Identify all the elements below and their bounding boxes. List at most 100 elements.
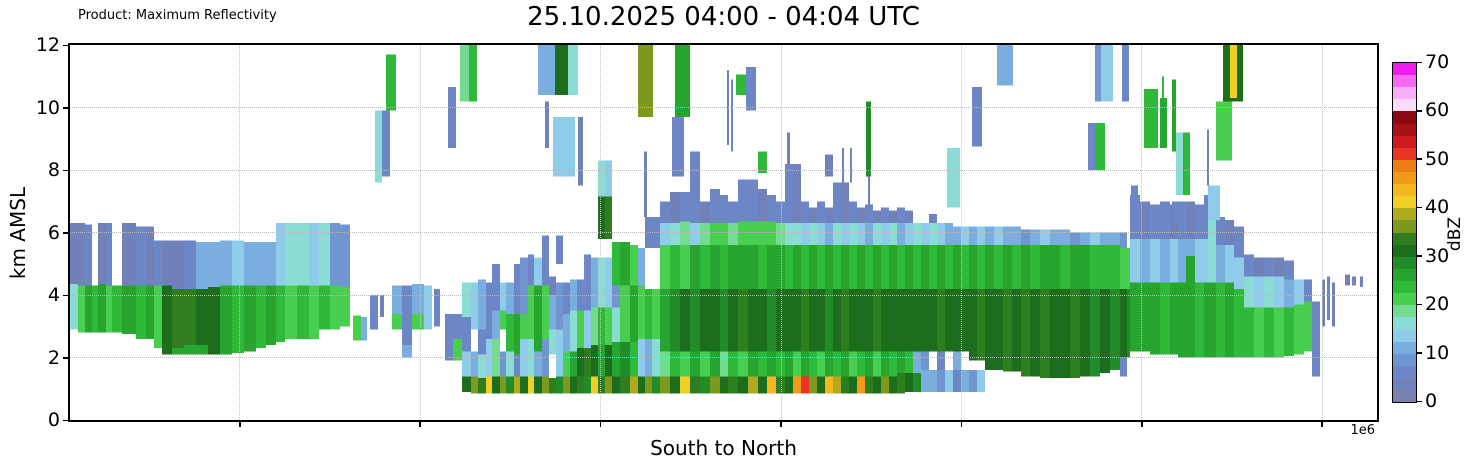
colorbar-tick bbox=[1417, 158, 1422, 160]
reflectivity-column bbox=[1100, 288, 1110, 374]
reflectivity-column bbox=[276, 223, 285, 286]
reflectivity-column bbox=[849, 351, 857, 377]
reflectivity-column bbox=[801, 201, 809, 224]
reflectivity-column bbox=[1186, 255, 1195, 277]
reflectivity-column bbox=[1183, 132, 1190, 195]
reflectivity-column bbox=[196, 345, 208, 355]
reflectivity-column bbox=[612, 285, 620, 308]
reflectivity-column bbox=[1003, 226, 1012, 245]
reflectivity-column bbox=[232, 285, 244, 353]
reflectivity-column bbox=[1070, 232, 1080, 245]
reflectivity-column bbox=[873, 245, 881, 289]
reflectivity-column bbox=[710, 376, 720, 394]
reflectivity-column bbox=[1208, 282, 1216, 358]
reflectivity-column bbox=[1352, 276, 1356, 286]
reflectivity-column bbox=[534, 351, 542, 377]
reflectivity-column bbox=[598, 257, 605, 308]
reflectivity-column bbox=[849, 223, 857, 245]
reflectivity-column bbox=[1120, 232, 1127, 249]
reflectivity-column bbox=[994, 288, 1003, 370]
gridline-h bbox=[70, 357, 1377, 358]
x-axis-offset-label: 1e6 bbox=[1350, 423, 1375, 438]
product-label: Product: Maximum Reflectivity bbox=[78, 8, 277, 23]
reflectivity-column bbox=[889, 376, 897, 394]
reflectivity-column bbox=[850, 148, 852, 183]
reflectivity-column bbox=[184, 240, 196, 289]
reflectivity-column bbox=[961, 245, 969, 289]
reflectivity-column bbox=[1195, 238, 1204, 283]
reflectivity-column bbox=[921, 223, 929, 245]
reflectivity-column bbox=[809, 288, 817, 352]
reflectivity-column bbox=[70, 284, 78, 330]
reflectivity-column bbox=[825, 351, 833, 377]
reflectivity-column bbox=[1225, 282, 1234, 358]
reflectivity-column bbox=[638, 285, 645, 339]
reflectivity-column bbox=[767, 221, 776, 245]
reflectivity-column bbox=[748, 376, 758, 394]
reflectivity-column bbox=[720, 376, 728, 394]
reflectivity-column bbox=[1120, 248, 1127, 289]
colorbar-tick-label: 20 bbox=[1425, 293, 1450, 316]
reflectivity-column bbox=[605, 307, 612, 345]
reflectivity-column bbox=[758, 151, 767, 174]
reflectivity-column bbox=[1244, 276, 1254, 308]
reflectivity-column bbox=[825, 223, 833, 245]
reflectivity-column bbox=[1101, 45, 1113, 102]
reflectivity-column bbox=[500, 376, 506, 394]
reflectivity-column bbox=[913, 223, 921, 245]
reflectivity-column bbox=[728, 376, 738, 394]
reflectivity-column bbox=[801, 223, 809, 245]
reflectivity-column bbox=[1274, 257, 1284, 277]
reflectivity-column bbox=[620, 241, 630, 286]
reflectivity-column bbox=[500, 351, 506, 377]
reflectivity-column bbox=[534, 257, 542, 286]
colorbar-band bbox=[1393, 75, 1416, 88]
reflectivity-column bbox=[748, 288, 758, 352]
reflectivity-column bbox=[817, 376, 825, 394]
colorbar-band bbox=[1393, 135, 1416, 148]
reflectivity-column bbox=[905, 210, 913, 224]
reflectivity-column bbox=[1234, 226, 1244, 258]
colorbar-tick-label: 40 bbox=[1425, 196, 1450, 219]
reflectivity-column bbox=[1060, 288, 1070, 378]
reflectivity-column bbox=[977, 288, 985, 361]
reflectivity-column bbox=[1186, 276, 1195, 358]
reflectivity-column bbox=[833, 223, 841, 245]
reflectivity-column bbox=[937, 245, 945, 289]
reflectivity-column bbox=[913, 351, 921, 374]
reflectivity-column bbox=[690, 151, 700, 224]
reflectivity-column bbox=[570, 376, 577, 394]
reflectivity-column bbox=[913, 288, 921, 352]
colorbar-tick bbox=[1417, 109, 1422, 112]
colorbar-band bbox=[1393, 220, 1416, 233]
reflectivity-column bbox=[1216, 245, 1225, 283]
reflectivity-column bbox=[382, 110, 390, 177]
reflectivity-column bbox=[866, 101, 871, 177]
reflectivity-column bbox=[542, 285, 549, 339]
reflectivity-column bbox=[500, 282, 506, 311]
reflectivity-column bbox=[817, 288, 825, 352]
reflectivity-column bbox=[549, 295, 556, 330]
reflectivity-column bbox=[1040, 229, 1050, 245]
reflectivity-column bbox=[670, 223, 680, 245]
reflectivity-column bbox=[1030, 245, 1040, 289]
reflectivity-column bbox=[1234, 257, 1244, 289]
reflectivity-column bbox=[486, 282, 492, 339]
reflectivity-column bbox=[172, 288, 184, 349]
reflectivity-column bbox=[471, 282, 478, 330]
reflectivity-column bbox=[1264, 307, 1274, 358]
reflectivity-column bbox=[785, 351, 793, 377]
reflectivity-column bbox=[412, 313, 424, 330]
reflectivity-column bbox=[758, 245, 767, 289]
x-axis-tick bbox=[780, 422, 782, 427]
reflectivity-column bbox=[340, 224, 350, 288]
reflectivity-column bbox=[319, 223, 330, 286]
reflectivity-column bbox=[817, 245, 825, 289]
reflectivity-column bbox=[785, 288, 793, 352]
y-axis-tick bbox=[63, 232, 68, 234]
reflectivity-column bbox=[1144, 88, 1158, 149]
colorbar-tick bbox=[1417, 303, 1422, 306]
reflectivity-column bbox=[841, 223, 849, 245]
reflectivity-column bbox=[555, 45, 568, 95]
